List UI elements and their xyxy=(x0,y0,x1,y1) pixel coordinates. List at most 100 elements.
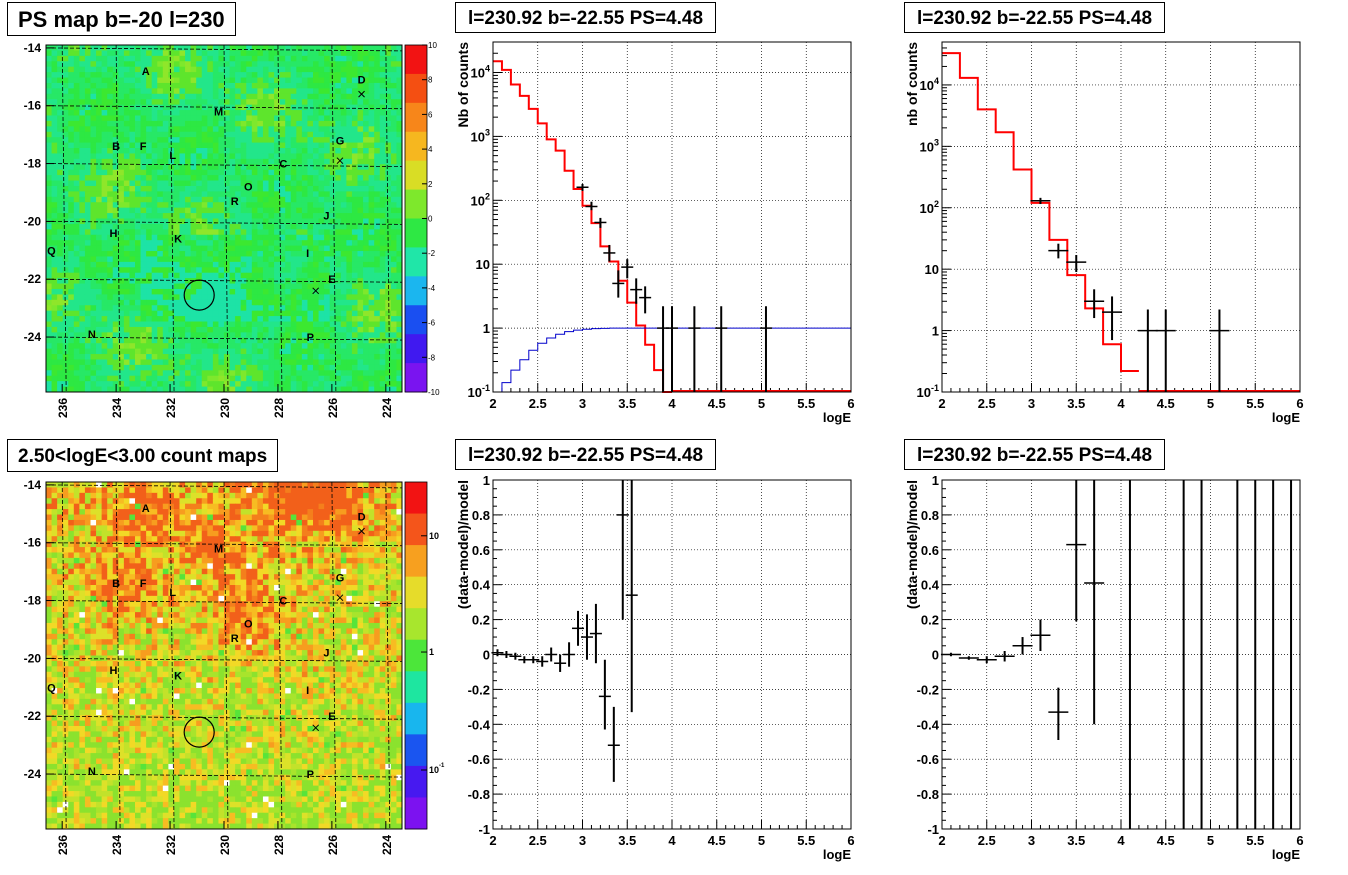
map-pixel xyxy=(368,256,375,263)
map-pixel xyxy=(296,503,303,510)
source-label: J xyxy=(323,211,329,223)
map-pixel xyxy=(324,61,331,68)
map-pixel xyxy=(107,77,114,84)
map-pixel xyxy=(179,482,186,488)
map-pixel xyxy=(57,175,64,182)
map-pixel xyxy=(112,294,119,301)
map-pixel xyxy=(179,375,186,382)
map-pixel xyxy=(190,169,197,176)
map-pixel xyxy=(90,386,97,393)
map-pixel xyxy=(274,77,281,84)
map-pixel xyxy=(90,202,97,209)
map-pixel xyxy=(96,131,103,138)
map-pixel xyxy=(79,202,86,209)
map-pixel xyxy=(168,536,175,543)
map-pixel xyxy=(162,120,169,127)
map-pixel xyxy=(179,180,186,187)
map-pixel xyxy=(146,375,153,382)
map-pixel xyxy=(285,245,292,252)
map-pixel xyxy=(240,487,247,494)
map-pixel xyxy=(290,348,297,355)
map-pixel xyxy=(296,299,303,306)
map-pixel xyxy=(84,299,91,306)
map-pixel xyxy=(285,498,292,505)
map-pixel xyxy=(146,278,153,285)
map-pixel xyxy=(57,316,64,323)
map-pixel xyxy=(351,514,358,521)
map-pixel xyxy=(112,110,119,116)
map-pixel xyxy=(301,229,308,236)
map-pixel xyxy=(173,93,180,100)
map-pixel xyxy=(57,196,64,203)
map-pixel xyxy=(351,519,358,526)
map-pixel xyxy=(307,310,314,317)
map-pixel xyxy=(307,348,314,355)
map-pixel xyxy=(307,180,314,187)
map-pixel xyxy=(118,66,125,73)
map-pixel xyxy=(212,354,219,360)
map-pixel xyxy=(240,299,247,306)
map-pixel xyxy=(396,364,403,371)
map-pixel xyxy=(207,514,214,521)
map-pixel xyxy=(318,509,325,516)
map-pixel xyxy=(246,337,253,344)
map-pixel xyxy=(335,492,342,499)
map-pixel xyxy=(162,66,169,73)
map-pixel xyxy=(46,343,53,350)
map-pixel xyxy=(251,191,258,198)
map-pixel xyxy=(318,191,325,198)
map-pixel xyxy=(235,343,242,350)
map-pixel xyxy=(146,332,153,339)
map-pixel xyxy=(318,370,325,377)
map-pixel xyxy=(346,381,353,388)
map-pixel xyxy=(79,519,86,526)
map-pixel xyxy=(257,482,264,488)
map-pixel xyxy=(296,364,303,371)
map-pixel xyxy=(290,536,297,543)
map-pixel xyxy=(84,120,91,127)
map-pixel xyxy=(379,185,386,192)
map-pixel xyxy=(363,514,370,521)
map-pixel xyxy=(251,213,258,219)
map-pixel xyxy=(135,229,142,236)
map-pixel xyxy=(173,354,180,360)
map-pixel xyxy=(257,492,264,499)
map-pixel xyxy=(129,213,136,219)
map-pixel xyxy=(240,348,247,355)
map-pixel xyxy=(290,337,297,344)
map-pixel xyxy=(46,88,53,95)
map-pixel xyxy=(390,104,397,111)
map-pixel xyxy=(201,120,208,127)
map-pixel xyxy=(107,359,114,366)
map-pixel xyxy=(285,288,292,295)
map-pixel xyxy=(51,61,58,68)
map-pixel xyxy=(218,316,225,323)
colorbar-tick-label: 2 xyxy=(428,180,433,189)
map-pixel xyxy=(251,326,258,333)
map-pixel xyxy=(340,93,347,100)
map-pixel xyxy=(146,337,153,344)
map-pixel xyxy=(146,498,153,505)
map-pixel xyxy=(262,169,269,176)
map-pixel xyxy=(207,272,214,279)
map-pixel xyxy=(51,169,58,176)
map-pixel xyxy=(68,245,75,252)
map-pixel xyxy=(335,514,342,521)
map-pixel xyxy=(351,354,358,360)
map-pixel xyxy=(123,213,130,219)
map-pixel xyxy=(357,359,364,366)
map-pixel xyxy=(329,55,336,62)
map-pixel xyxy=(112,207,119,214)
map-pixel xyxy=(268,283,275,290)
map-pixel xyxy=(262,251,269,257)
map-pixel xyxy=(157,104,164,111)
map-pixel xyxy=(240,530,247,537)
map-pixel xyxy=(235,381,242,388)
map-pixel xyxy=(340,316,347,323)
map-pixel xyxy=(285,45,292,51)
map-pixel xyxy=(313,509,320,516)
map-pixel xyxy=(118,191,125,198)
map-pixel xyxy=(146,191,153,198)
map-pixel xyxy=(168,514,175,521)
map-pixel xyxy=(246,487,253,494)
